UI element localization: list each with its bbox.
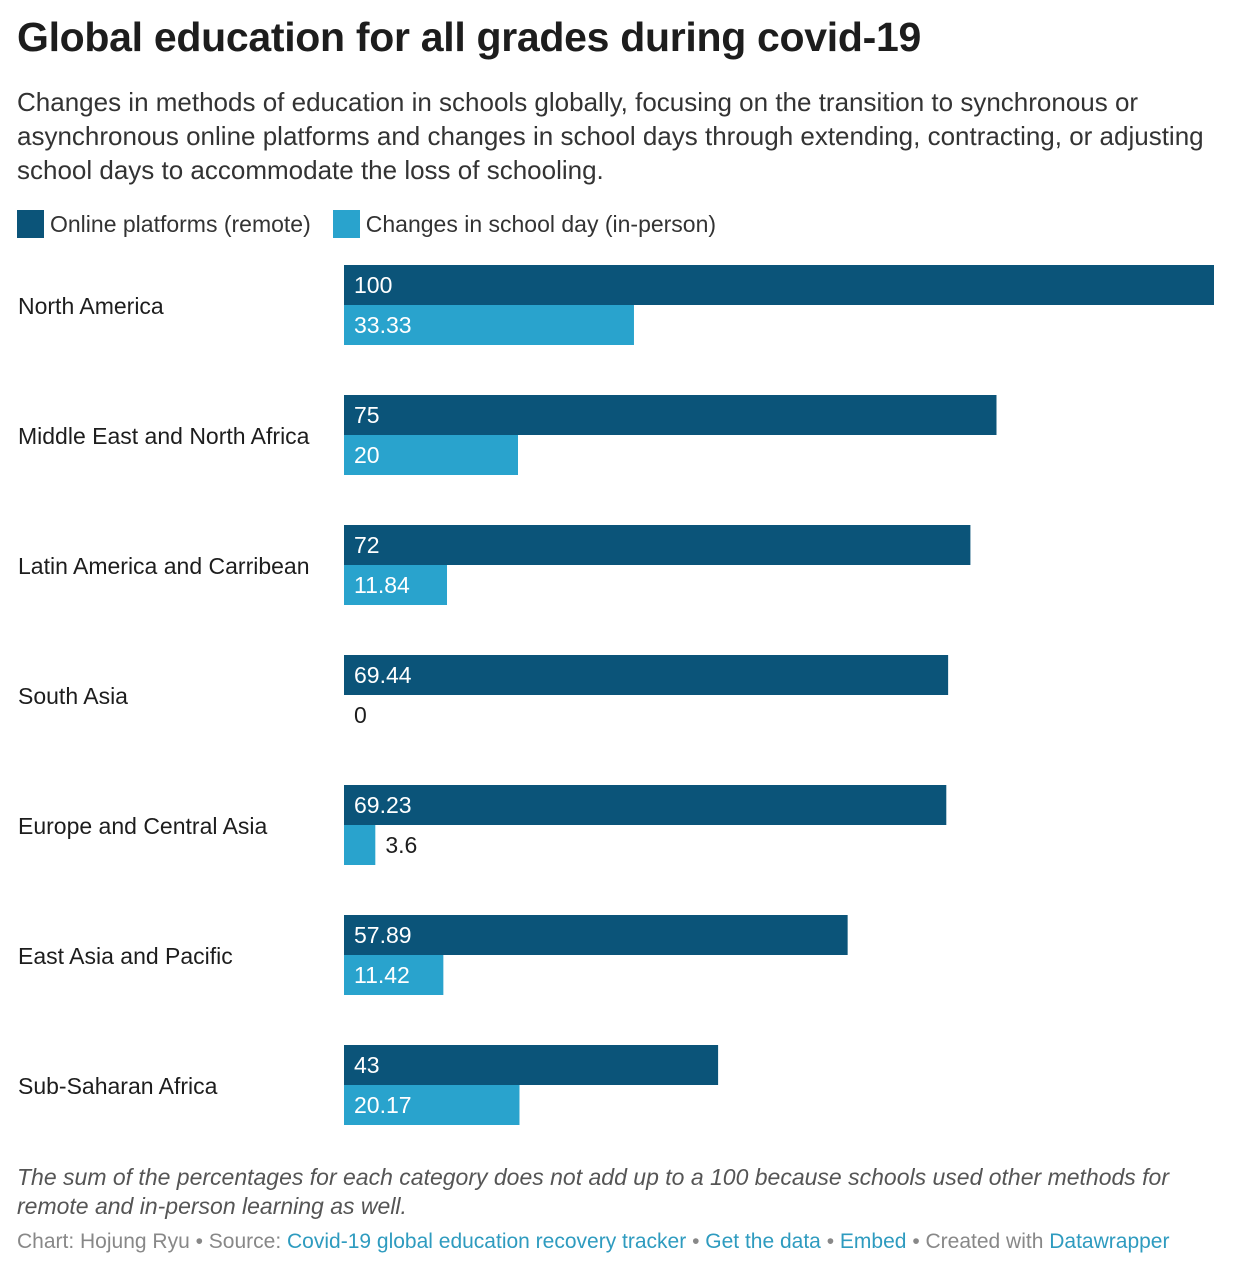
- legend-swatch-online: [17, 210, 44, 238]
- footer-separator: •: [912, 1230, 920, 1253]
- embed-link[interactable]: Embed: [839, 1230, 907, 1253]
- value-label: 3.6: [385, 832, 417, 858]
- source-link[interactable]: Covid-19 global education recovery track…: [287, 1230, 687, 1253]
- value-label: 69.44: [354, 662, 412, 688]
- category-label: Latin America and Carribean: [18, 553, 310, 579]
- bar: [344, 955, 444, 995]
- footer-separator: •: [826, 1230, 835, 1253]
- chart-footer: Chart: Hojung Ryu • Source: Covid-19 glo…: [17, 1230, 1169, 1254]
- chart-note: The sum of the percentages for each cate…: [17, 1164, 1170, 1219]
- category-label: Middle East and North Africa: [18, 423, 310, 449]
- bar: [344, 1045, 719, 1085]
- category-label: Europe and Central Asia: [18, 813, 268, 839]
- legend-item-school-day[interactable]: Changes in school day (in-person): [332, 210, 717, 238]
- category-label: Sub-Saharan Africa: [18, 1073, 218, 1099]
- bar: [344, 305, 634, 345]
- legend: Online platforms (remote) Changes in sch…: [17, 210, 738, 238]
- footer-separator: •: [692, 1230, 700, 1253]
- value-label: 20.17: [354, 1092, 412, 1118]
- bar: [344, 525, 971, 565]
- bar: [344, 655, 949, 695]
- bar-chart: North America 100 33.33 Middle East and Nor…: [18, 265, 1214, 1125]
- bar: [344, 825, 376, 865]
- bar: [344, 395, 997, 435]
- value-label: 72: [354, 532, 380, 558]
- legend-swatch-school-day: [332, 210, 360, 238]
- bar: [344, 915, 848, 955]
- value-label: 20: [354, 442, 380, 468]
- category-label: North America: [18, 293, 164, 319]
- value-label: 11.84: [354, 572, 410, 598]
- created-with-label: Created with: [925, 1230, 1044, 1253]
- bar: [344, 1085, 520, 1125]
- get-data-link[interactable]: Get the data: [705, 1230, 821, 1253]
- bar: [344, 785, 947, 825]
- value-label: 57.89: [354, 922, 412, 948]
- value-label: 11.42: [354, 962, 410, 988]
- datawrapper-link[interactable]: Datawrapper: [1049, 1230, 1170, 1253]
- value-label: 100: [354, 272, 392, 298]
- legend-label-online: Online platforms (remote): [50, 210, 311, 237]
- legend-label-school-day: Changes in school day (in-person): [365, 210, 717, 237]
- footer-separator: •: [195, 1230, 203, 1253]
- bar: [344, 265, 1214, 305]
- chart-title: Global education for all grades during c…: [17, 14, 921, 60]
- value-label: 75: [354, 402, 380, 428]
- source-prefix: Source:: [208, 1230, 282, 1253]
- bar: [344, 565, 448, 605]
- category-label: South Asia: [18, 683, 128, 709]
- chart-subtitle: Changes in methods of education in schoo…: [17, 87, 1204, 185]
- category-label: East Asia and Pacific: [18, 943, 233, 969]
- chart-byline: Chart: Hojung Ryu: [17, 1230, 190, 1253]
- value-label: 0: [354, 702, 367, 728]
- bar: [344, 435, 518, 475]
- value-label: 69.23: [354, 792, 412, 818]
- value-label: 33.33: [354, 312, 412, 338]
- legend-item-online[interactable]: Online platforms (remote): [17, 210, 311, 238]
- value-label: 43: [354, 1052, 380, 1078]
